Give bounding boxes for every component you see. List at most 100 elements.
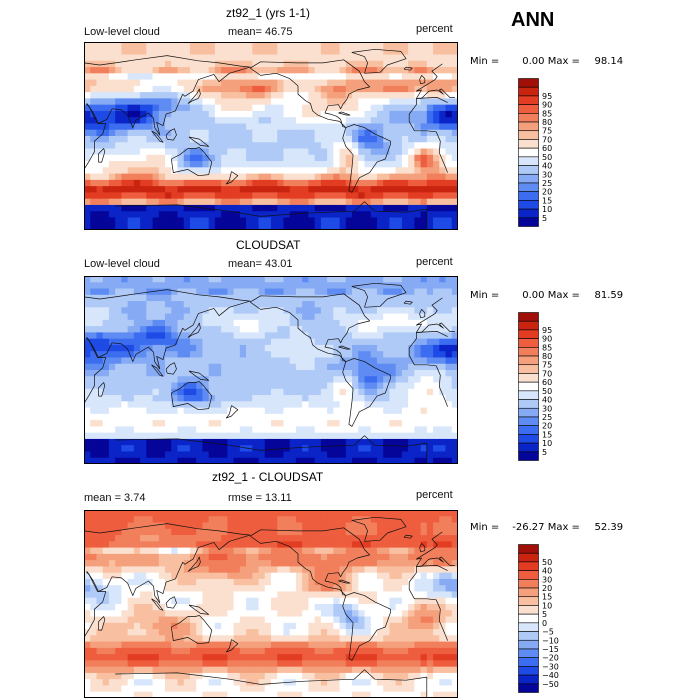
map-field-cell	[283, 217, 291, 225]
map-field-cell	[352, 395, 359, 402]
map-field-cell	[102, 161, 110, 168]
map-field-cell	[352, 510, 359, 517]
map-field-cell	[165, 294, 172, 302]
map-field-cell	[246, 42, 253, 49]
map-field-cell	[302, 553, 309, 561]
map-field-cell	[308, 370, 316, 377]
map-field-cell	[395, 370, 403, 377]
map-field-cell	[183, 363, 191, 371]
map-field-cell	[146, 92, 153, 99]
panel3-max-value: 52.39	[594, 522, 624, 533]
map-field-cell	[233, 223, 241, 230]
map-field-cell	[439, 585, 446, 592]
map-field-cell	[127, 363, 135, 371]
map-field-cell	[171, 382, 178, 390]
map-field-cell	[233, 136, 241, 143]
map-field-cell	[121, 326, 129, 333]
map-field-cell	[408, 276, 415, 283]
map-field-cell	[345, 344, 353, 352]
map-field-cell	[171, 610, 178, 617]
colorbar-tick-label: 5	[542, 448, 547, 457]
map-field-cell	[152, 351, 160, 358]
map-field-cell	[433, 142, 440, 149]
map-field-cell	[295, 382, 303, 390]
map-field-cell	[90, 92, 97, 99]
map-field-cell	[426, 420, 434, 427]
map-field-cell	[258, 597, 266, 605]
map-field-cell	[96, 117, 104, 124]
map-field-cell	[127, 357, 135, 365]
map-field-cell	[246, 326, 253, 333]
map-field-cell	[426, 566, 434, 574]
map-field-cell	[420, 307, 428, 314]
map-field-cell	[333, 173, 340, 181]
map-field-cell	[84, 154, 91, 162]
map-field-cell	[339, 326, 347, 333]
map-field-cell	[183, 535, 191, 542]
map-field-cell	[152, 401, 160, 408]
map-field-cell	[420, 294, 428, 302]
map-field-cell	[433, 395, 440, 402]
map-field-cell	[389, 60, 397, 68]
map-field-cell	[289, 426, 297, 434]
map-field-cell	[333, 217, 340, 225]
map-field-cell	[239, 92, 247, 99]
map-field-cell	[283, 42, 291, 49]
map-field-cell	[115, 117, 122, 124]
map-field-cell	[289, 79, 297, 87]
map-field-cell	[252, 161, 259, 168]
map-field-cell	[345, 388, 353, 396]
map-field-cell	[439, 376, 446, 383]
map-field-cell	[308, 438, 316, 446]
map-field-cell	[214, 388, 222, 396]
map-field-cell	[115, 572, 122, 580]
map-field-cell	[84, 204, 91, 212]
map-field-cell	[401, 117, 409, 124]
map-field-cell	[451, 167, 458, 174]
map-field-cell	[108, 413, 116, 421]
map-field-cell	[439, 136, 446, 143]
map-field-cell	[439, 572, 446, 580]
map-field-cell	[333, 432, 340, 440]
map-field-cell	[451, 294, 458, 302]
map-field-cell	[90, 154, 97, 162]
map-field-cell	[196, 585, 203, 592]
map-field-cell	[327, 186, 334, 193]
map-field-cell	[252, 48, 259, 55]
map-field-cell	[252, 528, 259, 536]
map-field-cell	[258, 67, 266, 74]
map-field-cell	[158, 395, 166, 402]
map-field-cell	[314, 622, 322, 630]
map-field-cell	[258, 357, 266, 365]
map-field-cell	[152, 432, 160, 440]
map-field-cell	[202, 54, 210, 62]
map-field-cell	[158, 104, 166, 112]
map-field-cell	[221, 117, 228, 124]
map-field-cell	[426, 351, 434, 358]
map-field-cell	[408, 560, 415, 567]
map-field-cell	[171, 426, 178, 434]
map-field-cell	[352, 110, 359, 118]
map-field-cell	[401, 395, 409, 402]
map-field-cell	[127, 198, 135, 206]
map-field-cell	[414, 48, 421, 55]
map-field-cell	[339, 451, 347, 459]
map-field-cell	[364, 326, 372, 333]
map-field-cell	[327, 438, 334, 446]
map-field-cell	[283, 282, 291, 289]
map-field-cell	[158, 192, 166, 200]
map-field-cell	[177, 110, 185, 118]
map-field-cell	[271, 167, 278, 174]
map-field-cell	[451, 301, 458, 308]
map-field-cell	[345, 597, 353, 605]
map-field-cell	[445, 578, 453, 586]
map-field-cell	[364, 79, 372, 87]
map-field-cell	[358, 54, 365, 62]
map-field-cell	[314, 211, 322, 218]
map-field-cell	[302, 92, 309, 99]
map-field-cell	[364, 635, 372, 642]
map-field-cell	[158, 313, 166, 321]
map-field-cell	[283, 54, 291, 62]
map-field-cell	[133, 282, 141, 289]
map-field-cell	[320, 395, 328, 402]
